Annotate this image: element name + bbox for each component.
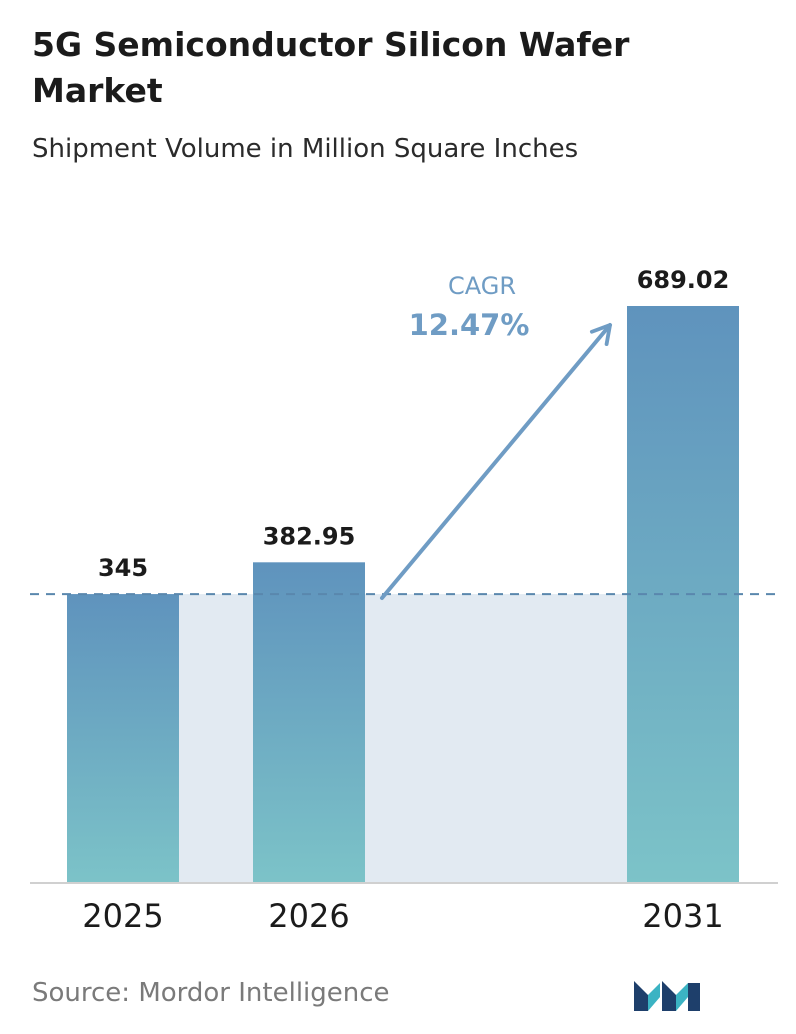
chart-title: 5G Semiconductor Silicon Wafer Market [32, 25, 630, 110]
bar-chart: 345 2025 382.95 2026 689.02 2031 CAGR 12.47% [30, 266, 778, 935]
source-note: Source: Mordor Intelligence [32, 978, 390, 1008]
bar-2025 [67, 594, 179, 883]
x-tick-label-2025: 2025 [82, 897, 163, 935]
x-tick-label-2031: 2031 [642, 897, 723, 935]
bar-2026 [253, 562, 365, 883]
data-label-2031: 689.02 [637, 266, 730, 294]
x-tick-label-2026: 2026 [268, 897, 349, 935]
cagr-value: 12.47% [409, 308, 530, 342]
data-label-2025: 345 [98, 554, 148, 582]
cagr-arrow [380, 323, 612, 600]
mordor-intelligence-logo-icon [634, 981, 700, 1011]
data-label-2026: 382.95 [263, 522, 356, 550]
chart-subtitle: Shipment Volume in Million Square Inches [32, 134, 579, 164]
cagr-label: CAGR [448, 272, 516, 300]
